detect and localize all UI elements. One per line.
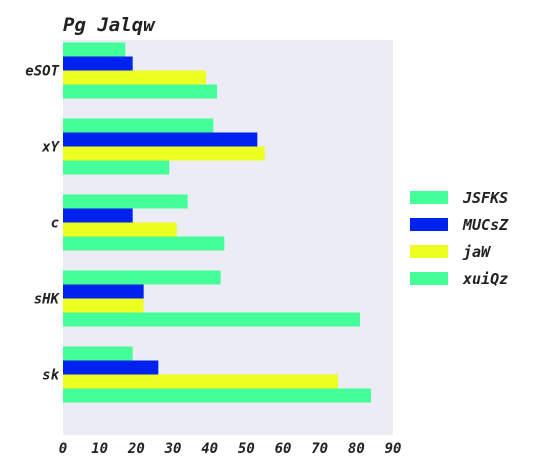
x-tick-label-90: 90 [385,441,402,457]
x-tick-label-30: 30 [164,441,182,457]
legend-label-JSFKS: JSFKS [462,189,508,207]
bar-c-xuiQz [63,236,225,251]
y-tick-label-eSOT: eSOT [25,64,59,80]
bar-c-JSFKS [63,194,188,209]
x-tick-label-60: 60 [275,441,292,457]
bars-group [63,42,371,403]
legend-swatch-JSFKS [410,191,448,204]
legend-label-xuiQz: xuiQz [462,270,508,288]
bar-sHK-jaW [63,298,144,313]
x-tick-label-20: 20 [127,441,145,457]
chart-title: Pg Jalqw [63,14,156,36]
bar-xY-jaW [63,146,265,161]
y-tick-label-sk: sk [42,368,59,384]
bar-xY-JSFKS [63,118,214,133]
x-tick-label-50: 50 [238,441,255,457]
x-tick-label-70: 70 [311,441,328,457]
bar-sk-jaW [63,374,338,389]
bar-eSOT-MUCsZ [63,56,133,71]
legend-label-MUCsZ: MUCsZ [462,216,509,234]
bar-eSOT-jaW [63,70,206,85]
x-tick-label-40: 40 [201,441,218,457]
bar-sHK-xuiQz [63,312,360,327]
y-tick-label-sHK: sHK [34,292,61,308]
bar-c-MUCsZ [63,208,133,223]
x-tick-labels: 0 10 20 30 40 50 60 70 80 90 [59,441,402,457]
bar-eSOT-JSFKS [63,42,126,57]
bar-c-jaW [63,222,177,237]
y-tick-label-c: c [51,216,59,232]
x-tick-label-10: 10 [91,441,108,457]
x-tick-label-0: 0 [59,441,67,457]
legend: JSFKS MUCsZ jaW xuiQz [410,189,509,288]
bar-sk-xuiQz [63,388,371,403]
bar-sHK-MUCsZ [63,284,144,299]
bar-sHK-JSFKS [63,270,221,285]
legend-swatch-xuiQz [410,272,448,285]
bar-eSOT-xuiQz [63,84,217,99]
y-tick-label-xY: xY [41,140,60,156]
bar-sk-JSFKS [63,346,133,361]
y-tick-labels: eSOT xY c sHK sk [25,64,60,384]
legend-swatch-MUCsZ [410,218,448,231]
legend-swatch-jaW [410,245,448,258]
legend-label-jaW: jaW [462,243,492,261]
bar-xY-MUCsZ [63,132,258,147]
x-tick-label-80: 80 [348,441,365,457]
bar-sk-MUCsZ [63,360,159,375]
bar-xY-xuiQz [63,160,170,175]
